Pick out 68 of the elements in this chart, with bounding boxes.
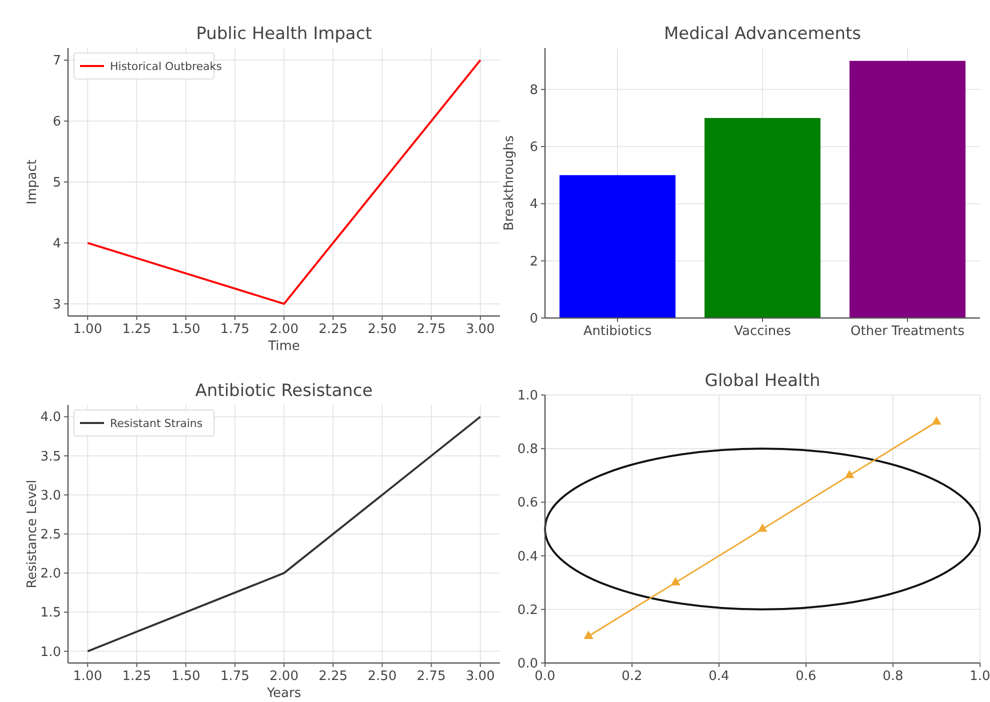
y-tick-label: 4 xyxy=(52,236,61,252)
x-tick-label: 1.00 xyxy=(73,669,102,684)
legend-label: Historical Outbreaks xyxy=(110,60,222,73)
y-tick-label: 0.8 xyxy=(517,442,538,458)
y-tick-label: 0.4 xyxy=(517,549,538,564)
x-axis-title: Years xyxy=(266,686,302,701)
x-tick-label: Other Treatments xyxy=(850,324,965,339)
x-tick-label: 1.25 xyxy=(122,322,152,337)
y-tick-label: 0 xyxy=(530,312,538,326)
legend-label: Resistant Strains xyxy=(110,417,203,430)
x-tick-label: 3.00 xyxy=(466,669,495,684)
y-tick-label: 7 xyxy=(52,54,61,69)
x-tick-label: 2.25 xyxy=(318,669,348,684)
y-axis-title: Resistance Level xyxy=(25,480,40,588)
chart-title: Public Health Impact xyxy=(196,24,372,44)
y-tick-label: 1.0 xyxy=(40,644,61,660)
bar xyxy=(704,118,820,318)
y-tick-label: 3 xyxy=(52,297,61,312)
x-tick-label: 2.00 xyxy=(270,669,298,684)
x-tick-label: 1.75 xyxy=(220,322,250,337)
y-tick-label: 6 xyxy=(530,140,538,156)
y-tick-label: 5 xyxy=(52,176,61,190)
chart-title: Antibiotic Resistance xyxy=(195,381,373,401)
x-tick-label: Vaccines xyxy=(734,324,792,339)
y-tick-label: 6 xyxy=(52,114,61,130)
y-tick-label: 3.0 xyxy=(40,488,61,504)
point xyxy=(670,577,680,586)
x-tick-label: 3.00 xyxy=(466,322,495,337)
y-tick-label: 3.5 xyxy=(40,449,61,464)
x-axis-title: Time xyxy=(267,339,300,354)
x-tick-label: 2.75 xyxy=(416,322,446,337)
x-tick-label: 1.0 xyxy=(970,669,990,684)
y-tick-label: 0.2 xyxy=(517,602,538,618)
x-tick-label: 1.50 xyxy=(171,669,200,684)
x-tick-label: 0.4 xyxy=(708,669,730,684)
point xyxy=(844,470,854,478)
point xyxy=(758,523,768,532)
y-tick-label: 4 xyxy=(530,197,538,212)
x-tick-label: 2.25 xyxy=(318,322,348,337)
chart-title: Medical Advancements xyxy=(664,24,862,44)
x-tick-label: 2.50 xyxy=(368,669,397,684)
x-tick-label: 0.2 xyxy=(622,669,642,684)
y-axis-title: Breakthroughs xyxy=(502,135,517,231)
x-tick-label: 1.25 xyxy=(122,669,152,684)
x-tick-label: 2.50 xyxy=(368,322,397,337)
x-tick-label: 1.00 xyxy=(73,322,102,337)
x-tick-label: Antibiotics xyxy=(583,324,652,339)
y-axis-title: Impact xyxy=(25,160,40,204)
x-tick-label: 2.75 xyxy=(416,669,446,684)
bar xyxy=(850,60,966,318)
y-tick-label: 2 xyxy=(530,254,538,270)
y-tick-label: 1.5 xyxy=(40,606,61,621)
y-tick-label: 4.0 xyxy=(40,410,61,426)
y-tick-label: 0.0 xyxy=(517,656,538,672)
x-tick-label: 0.8 xyxy=(882,669,904,684)
x-tick-label: 1.75 xyxy=(220,669,250,684)
y-tick-label: 0.6 xyxy=(517,496,538,511)
y-tick-label: 2.0 xyxy=(40,566,61,582)
y-tick-label: 1.0 xyxy=(517,388,538,404)
bar xyxy=(560,175,676,318)
point xyxy=(932,416,942,425)
x-tick-label: 0.6 xyxy=(796,669,816,684)
chart-title: Global Health xyxy=(704,371,820,391)
x-tick-label: 2.00 xyxy=(270,322,298,337)
y-tick-label: 8 xyxy=(530,82,538,98)
x-tick-label: 1.50 xyxy=(171,322,200,337)
y-tick-label: 2.5 xyxy=(40,528,61,542)
point xyxy=(584,630,594,639)
